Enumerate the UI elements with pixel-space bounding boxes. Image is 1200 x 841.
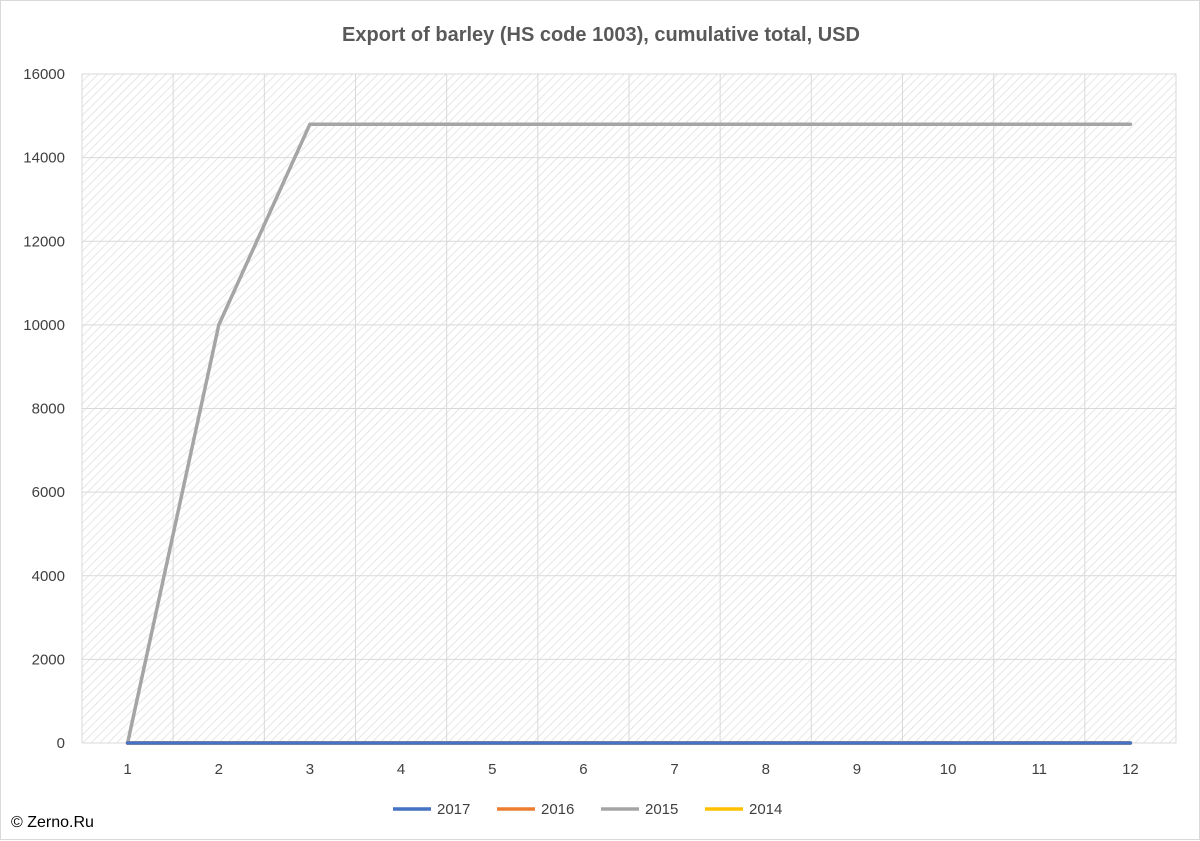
series-line-2015 [125, 122, 1133, 745]
y-tick-label: 14000 [23, 150, 65, 167]
x-axis: 1 2 3 4 5 6 7 8 9 10 11 12 [123, 761, 1138, 778]
x-tick-label: 1 [123, 761, 131, 778]
x-tick-label: 5 [488, 761, 496, 778]
y-tick-label: 8000 [32, 401, 65, 418]
y-tick-label: 6000 [32, 484, 65, 501]
y-tick-label: 4000 [32, 568, 65, 585]
x-tick-label: 7 [670, 761, 678, 778]
legend-label: 2014 [749, 801, 782, 818]
series-lines [125, 122, 1133, 745]
copyright-text: © Zerno.Ru [11, 814, 94, 831]
x-tick-label: 6 [579, 761, 587, 778]
y-tick-label: 0 [57, 735, 65, 752]
y-axis: 0 2000 4000 6000 8000 10000 12000 14000 16000 [23, 66, 65, 752]
x-tick-label: 10 [940, 761, 957, 778]
x-tick-label: 2 [215, 761, 223, 778]
chart-title: Export of barley (HS code 1003), cumulat… [342, 24, 860, 46]
x-tick-label: 9 [853, 761, 861, 778]
y-tick-label: 10000 [23, 317, 65, 334]
x-tick-label: 12 [1122, 761, 1139, 778]
x-tick-label: 8 [762, 761, 770, 778]
legend-label: 2016 [541, 801, 574, 818]
y-tick-label: 2000 [32, 651, 65, 668]
legend-label: 2017 [437, 801, 470, 818]
y-tick-label: 16000 [23, 66, 65, 83]
x-tick-label: 4 [397, 761, 405, 778]
x-tick-label: 11 [1031, 761, 1047, 778]
legend-label: 2015 [645, 801, 678, 818]
legend: 2017 2016 2015 2014 [393, 801, 782, 818]
y-tick-label: 12000 [23, 233, 65, 250]
x-tick-label: 3 [306, 761, 314, 778]
